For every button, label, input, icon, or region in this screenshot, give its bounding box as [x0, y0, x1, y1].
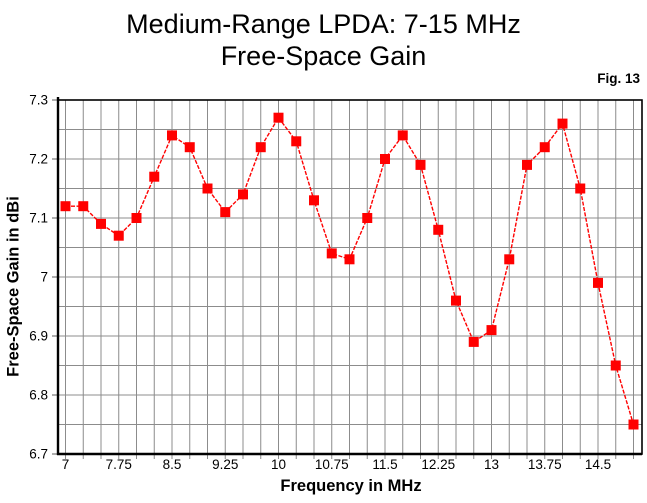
data-point-marker [60, 201, 71, 212]
data-point-marker [593, 277, 603, 288]
data-point-marker [380, 154, 390, 164]
data-point-marker [184, 142, 195, 153]
data-point-marker [131, 213, 142, 223]
y-tick-label: 7.3 [29, 93, 48, 108]
data-point-marker [326, 248, 337, 259]
x-tick-label: 12.25 [421, 457, 455, 472]
x-tick-label: 14.5 [585, 457, 611, 472]
data-point-marker [628, 419, 639, 430]
data-point-marker [486, 325, 497, 336]
x-tick-label: 9.25 [212, 457, 238, 472]
data-point-marker [78, 201, 89, 212]
data-point-marker [96, 218, 106, 229]
x-tick-label: 8.5 [163, 457, 182, 472]
y-tick-label: 6.7 [29, 447, 48, 462]
data-point-marker [433, 224, 444, 235]
data-point-marker [149, 171, 160, 182]
data-point-marker [255, 142, 266, 153]
data-point-marker [167, 130, 177, 141]
x-tick-label: 11.5 [372, 457, 397, 472]
data-point-marker [415, 159, 426, 170]
figure-number: Fig. 13 [597, 71, 640, 86]
x-tick-label: 13.75 [528, 457, 562, 472]
data-point-marker [309, 195, 319, 206]
x-tick-label: 7.75 [106, 457, 132, 472]
x-tick-label: 7 [62, 457, 70, 472]
data-point-marker [557, 118, 568, 129]
y-tick-label: 6.9 [29, 329, 48, 344]
y-tick-label: 7.2 [29, 152, 48, 167]
data-point-marker [344, 254, 355, 265]
chart-title: Medium-Range LPDA: 7-15 MHz Free-Space G… [0, 8, 647, 72]
data-point-marker [575, 183, 586, 194]
data-point-marker [397, 130, 408, 141]
data-point-marker [468, 336, 479, 347]
x-axis-title: Frequency in MHz [280, 477, 422, 495]
data-point-marker [202, 183, 213, 194]
x-tick-label: 10.75 [315, 457, 349, 472]
chart-title-line1: Medium-Range LPDA: 7-15 MHz [126, 9, 521, 39]
data-point-marker [238, 189, 248, 200]
data-point-marker [220, 207, 231, 218]
data-point-marker [610, 360, 621, 371]
x-tick-label: 10 [271, 457, 286, 472]
y-tick-label: 7 [40, 270, 48, 285]
data-point-marker [522, 159, 532, 170]
data-point-marker [273, 112, 284, 123]
chart-title-line2: Free-Space Gain [220, 41, 427, 71]
data-point-marker [451, 295, 461, 306]
data-point-marker [504, 254, 515, 265]
x-tick-label: 13 [484, 457, 499, 472]
data-point-marker [539, 142, 550, 153]
data-point-marker [113, 230, 124, 241]
y-tick-label: 6.8 [29, 388, 48, 403]
data-point-marker [291, 136, 302, 147]
data-point-marker [362, 213, 373, 223]
y-tick-label: 7.1 [29, 211, 48, 226]
